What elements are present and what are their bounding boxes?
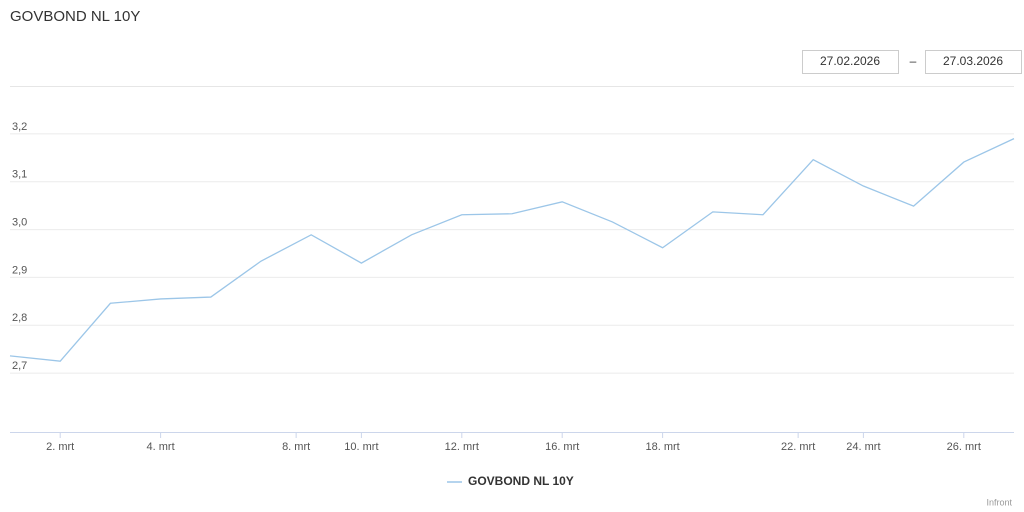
x-tick-label: 22. mrt (781, 441, 815, 453)
y-tick-label: 3,2 (12, 121, 27, 133)
x-tick-label: 4. mrt (147, 441, 175, 453)
x-tick-label: 2. mrt (46, 441, 74, 453)
x-tick-label: 16. mrt (545, 441, 579, 453)
y-tick-label: 2,9 (12, 264, 27, 276)
date-separator: – (910, 54, 917, 68)
y-tick-label: 2,7 (12, 360, 27, 372)
chart-title: GOVBOND NL 10Y (10, 8, 140, 25)
date-to[interactable]: 27.03.2026 (943, 54, 1003, 68)
x-tick-label: 24. mrt (846, 441, 880, 453)
date-from[interactable]: 27.02.2026 (820, 54, 880, 68)
x-tick-label: 8. mrt (282, 441, 310, 453)
date-from-input[interactable] (802, 50, 899, 74)
x-tick-label: 12. mrt (445, 441, 479, 453)
x-tick-label: 10. mrt (344, 441, 378, 453)
x-tick-label: 18. mrt (645, 441, 679, 453)
y-tick-label: 3,0 (12, 216, 27, 228)
y-tick-label: 2,8 (12, 312, 27, 324)
x-tick-label: 26. mrt (947, 441, 981, 453)
date-to-input[interactable] (925, 50, 1022, 74)
series-line (9, 138, 1015, 362)
credit: Infront (986, 497, 1012, 507)
y-tick-label: 3,1 (12, 169, 27, 181)
legend-label[interactable]: GOVBOND NL 10Y (468, 474, 574, 488)
